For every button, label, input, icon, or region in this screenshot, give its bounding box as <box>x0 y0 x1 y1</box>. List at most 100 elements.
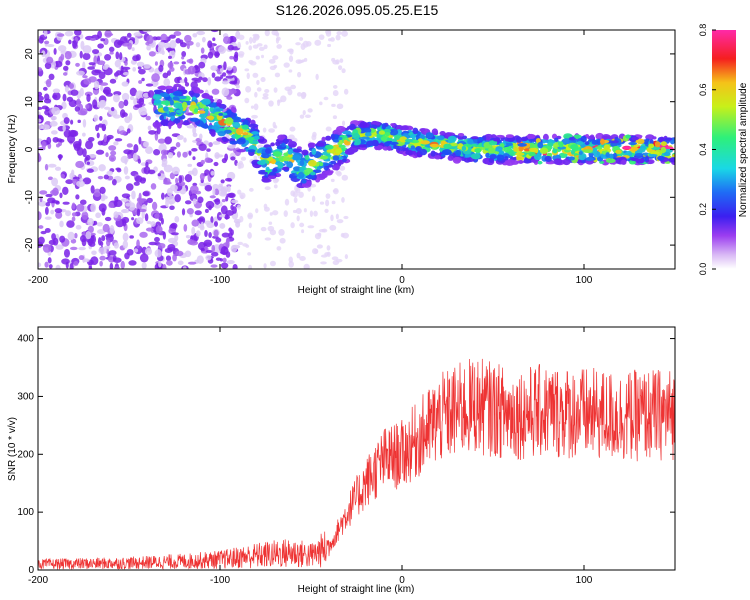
spectrogram-cell <box>297 59 305 64</box>
spectrogram-cell <box>42 86 48 91</box>
spectrogram-cell <box>79 199 87 205</box>
colorbar-tick-label: 0.6 <box>698 83 708 96</box>
spectrogram-cell <box>219 201 223 207</box>
spectrogram-cell <box>104 53 112 61</box>
spectrogram-cell <box>76 203 85 212</box>
spectrogram-cell <box>56 33 65 37</box>
spectrogram-cell <box>67 231 75 241</box>
spectrogram-cell <box>215 154 224 158</box>
spectrogram-cell <box>546 152 553 157</box>
spectrogram-cell <box>298 191 304 198</box>
spectrogram-cell <box>303 208 307 213</box>
spectrogram-cell <box>360 136 371 140</box>
spectrogram-cell <box>181 56 185 60</box>
spectrogram-cell <box>225 177 232 182</box>
spectrogram-cell <box>616 138 622 146</box>
spectrogram-cell <box>129 235 134 239</box>
spectrogram-cell <box>154 213 160 219</box>
spectrogram-cell <box>523 148 531 152</box>
spectrogram-cell <box>354 138 361 146</box>
spectrogram-cell <box>220 187 228 196</box>
spectrogram-cell <box>109 262 114 269</box>
spectrogram-cell <box>578 151 583 155</box>
spectrogram-cell <box>620 160 626 165</box>
spectrogram-cell <box>88 62 96 66</box>
spectrogram-cell <box>284 198 290 206</box>
spectrogram-cell <box>515 152 525 156</box>
spectrogram-cell <box>75 194 80 200</box>
spectrogram-cell <box>264 237 272 241</box>
spectrogram-cell <box>80 235 87 243</box>
spectrogram-cell <box>90 185 95 194</box>
spectrogram-cell <box>52 237 59 246</box>
spectrogram-cell <box>558 152 568 158</box>
spectrogram-cell <box>71 212 77 217</box>
spectrogram-cell <box>178 95 187 100</box>
spectrogram-cell <box>528 151 536 157</box>
spectrogram-cell <box>399 125 409 131</box>
spectrogram-cell <box>76 70 85 76</box>
spectrogram-cell <box>124 175 130 180</box>
spectrogram-cell <box>299 160 305 167</box>
spectrogram-cell <box>104 216 112 222</box>
spectrogram-cell <box>108 46 115 53</box>
spectrogram-cell <box>292 154 301 161</box>
spectrogram-cell <box>139 177 146 184</box>
spectrogram-cell <box>70 89 79 96</box>
spectrogram-cell <box>247 252 252 256</box>
spectrogram-cell <box>154 132 159 141</box>
spectrogram-cell <box>75 62 80 67</box>
spectrogram-cell <box>186 124 195 129</box>
x-tick-label: -200 <box>28 275 48 286</box>
spectrogram-cell <box>419 128 426 132</box>
spectrogram-cell <box>95 212 101 219</box>
spectrogram-cell <box>272 210 279 216</box>
spectrogram-cell <box>339 58 344 63</box>
spectrogram-cell <box>198 143 207 152</box>
spectrogram-cell <box>210 264 218 268</box>
spectrogram-cell <box>47 257 52 264</box>
spectrogram-cell <box>45 193 53 198</box>
spectrogram-cell <box>157 85 168 90</box>
spectrogram-cell <box>245 86 252 93</box>
spectrogram-cell <box>657 155 665 161</box>
spectrogram-cell <box>222 36 231 45</box>
spectrogram-cell <box>206 115 215 120</box>
spectrogram-cell <box>154 249 162 258</box>
spectrogram-cell <box>390 123 395 127</box>
spectrogram-cell <box>122 240 129 249</box>
spectrogram-cell <box>73 261 79 266</box>
spectrogram-cell <box>184 250 192 258</box>
spectrogram-cell <box>49 120 58 127</box>
spectrogram-cell <box>268 128 275 133</box>
spectrogram-cell <box>269 171 277 176</box>
spectrogram-cell <box>38 36 44 44</box>
spectrogram-cell <box>227 192 236 199</box>
spectrogram-cell <box>136 217 144 225</box>
spectrogram-cell <box>62 72 68 76</box>
spectrogram-cell <box>449 142 458 147</box>
spectrogram-cell <box>109 78 117 84</box>
spectrogram-cell <box>315 142 325 147</box>
x-tick-label: 0 <box>399 575 405 586</box>
spectrogram-cell <box>247 149 256 153</box>
spectrogram-cell <box>176 151 182 158</box>
spectrogram-cell <box>208 102 218 108</box>
spectrogram-cell <box>311 148 317 155</box>
spectrogram-cell <box>359 121 368 129</box>
spectrogram-cell <box>345 148 355 155</box>
spectrogram-cell <box>429 143 440 148</box>
spectrogram-cell <box>316 244 323 249</box>
spectrogram-cell <box>98 247 107 255</box>
spectrogram-cell <box>255 208 259 214</box>
spectrogram-cell <box>153 81 159 86</box>
spectrogram-cell <box>44 216 52 220</box>
spectrogram-cell <box>300 92 306 100</box>
spectrogram-cell <box>113 141 119 146</box>
spectrogram-cell <box>146 45 151 51</box>
spectrogram-cell <box>226 96 233 100</box>
spectrogram-cell <box>94 69 102 74</box>
spectrogram-cell <box>324 208 329 213</box>
spectrogram-cell <box>188 150 192 156</box>
spectrogram-cell <box>332 189 338 193</box>
